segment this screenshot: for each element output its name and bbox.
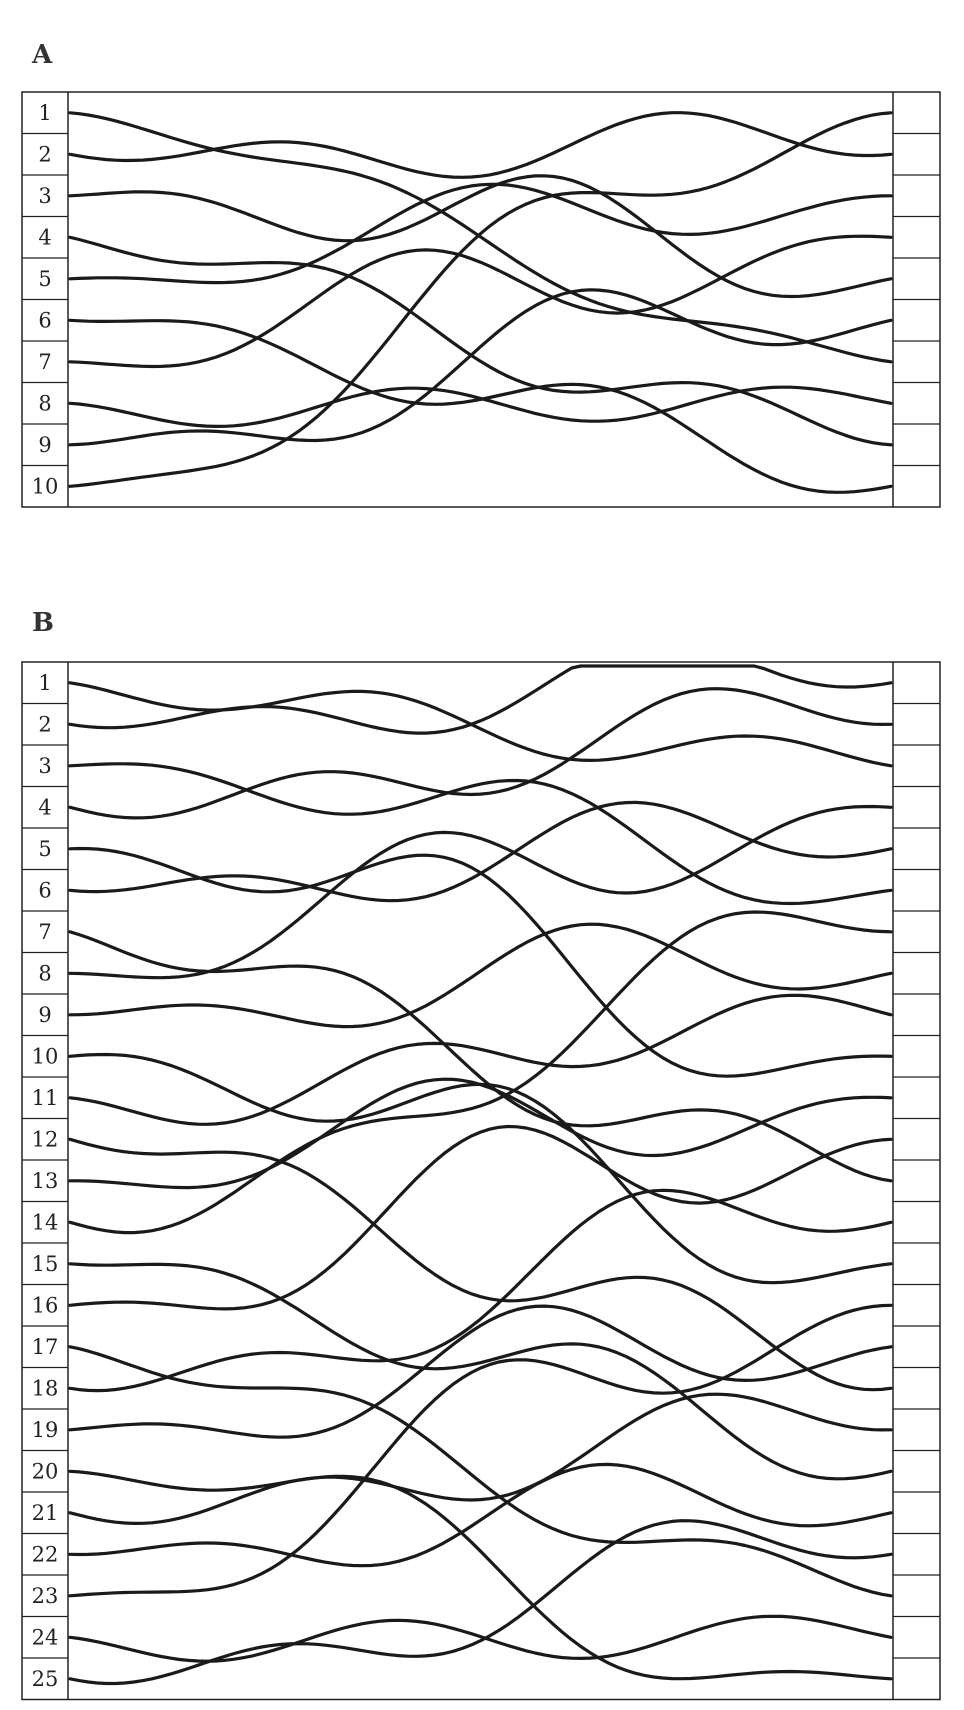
panel-b-label: B bbox=[32, 608, 54, 638]
row-number: 4 bbox=[38, 225, 51, 249]
answer-box[interactable] bbox=[895, 664, 938, 702]
row-number: 24 bbox=[32, 1625, 59, 1649]
answer-box[interactable] bbox=[895, 1121, 938, 1159]
row-number: 2 bbox=[38, 142, 51, 166]
answer-box[interactable] bbox=[895, 468, 938, 506]
panel-a-label: A bbox=[32, 40, 52, 70]
answer-box[interactable] bbox=[895, 830, 938, 868]
row-number: 8 bbox=[38, 391, 51, 415]
row-number: 4 bbox=[38, 795, 51, 819]
answer-box[interactable] bbox=[895, 747, 938, 785]
row-number: 11 bbox=[32, 1086, 59, 1110]
answer-box[interactable] bbox=[895, 219, 938, 257]
row-number: 1 bbox=[38, 671, 51, 695]
answer-box[interactable] bbox=[895, 1162, 938, 1200]
row-number: 16 bbox=[32, 1293, 59, 1317]
answer-box[interactable] bbox=[895, 1038, 938, 1076]
row-number: 5 bbox=[38, 267, 51, 291]
answer-box[interactable] bbox=[895, 94, 938, 132]
answer-box[interactable] bbox=[895, 1619, 938, 1657]
answer-box[interactable] bbox=[895, 1577, 938, 1615]
answer-box[interactable] bbox=[895, 996, 938, 1034]
answer-box[interactable] bbox=[895, 789, 938, 827]
row-number: 9 bbox=[38, 1003, 51, 1027]
row-number: 18 bbox=[32, 1376, 59, 1400]
row-number: 9 bbox=[38, 433, 51, 457]
row-number: 6 bbox=[38, 878, 51, 902]
row-number: 19 bbox=[32, 1418, 59, 1442]
row-number: 21 bbox=[32, 1501, 59, 1525]
row-number: 1 bbox=[38, 101, 51, 125]
answer-box[interactable] bbox=[895, 1245, 938, 1283]
answer-box[interactable] bbox=[895, 177, 938, 215]
panel-b-maze: 1234567891011121314151617181920212223242… bbox=[0, 660, 964, 1705]
row-number: 22 bbox=[32, 1542, 59, 1566]
row-number: 17 bbox=[32, 1335, 59, 1359]
answer-box[interactable] bbox=[895, 955, 938, 993]
answer-box[interactable] bbox=[895, 1287, 938, 1325]
row-number: 20 bbox=[32, 1459, 59, 1483]
answer-box[interactable] bbox=[895, 1536, 938, 1574]
row-number: 25 bbox=[32, 1667, 59, 1691]
row-number: 7 bbox=[38, 920, 51, 944]
row-number: 2 bbox=[38, 712, 51, 736]
row-number: 5 bbox=[38, 837, 51, 861]
answer-box[interactable] bbox=[895, 1370, 938, 1408]
answer-box[interactable] bbox=[895, 426, 938, 464]
answer-box[interactable] bbox=[895, 913, 938, 951]
row-number: 23 bbox=[32, 1584, 59, 1608]
answer-box[interactable] bbox=[895, 302, 938, 340]
answer-box[interactable] bbox=[895, 1660, 938, 1698]
answer-box[interactable] bbox=[895, 872, 938, 910]
answer-box[interactable] bbox=[895, 1328, 938, 1366]
row-number: 13 bbox=[32, 1169, 59, 1193]
row-number: 3 bbox=[38, 184, 51, 208]
answer-box[interactable] bbox=[895, 706, 938, 744]
row-number: 3 bbox=[38, 754, 51, 778]
answer-box[interactable] bbox=[895, 1204, 938, 1242]
row-number: 7 bbox=[38, 350, 51, 374]
answer-box[interactable] bbox=[895, 1494, 938, 1532]
row-number: 6 bbox=[38, 308, 51, 332]
row-number: 14 bbox=[32, 1210, 59, 1234]
panel-frame bbox=[22, 92, 940, 507]
answer-box[interactable] bbox=[895, 1079, 938, 1117]
answer-box[interactable] bbox=[895, 1453, 938, 1491]
answer-box[interactable] bbox=[895, 1411, 938, 1449]
row-number: 8 bbox=[38, 961, 51, 985]
row-number: 10 bbox=[32, 1044, 59, 1068]
answer-box[interactable] bbox=[895, 260, 938, 298]
answer-box[interactable] bbox=[895, 343, 938, 381]
answer-box[interactable] bbox=[895, 385, 938, 423]
row-number: 10 bbox=[32, 474, 59, 498]
answer-box[interactable] bbox=[895, 136, 938, 174]
row-number: 12 bbox=[32, 1127, 59, 1151]
panel-a-maze: 1 2 3 4 5 6 7 8 9 10 bbox=[0, 90, 964, 520]
row-number: 15 bbox=[32, 1252, 59, 1276]
